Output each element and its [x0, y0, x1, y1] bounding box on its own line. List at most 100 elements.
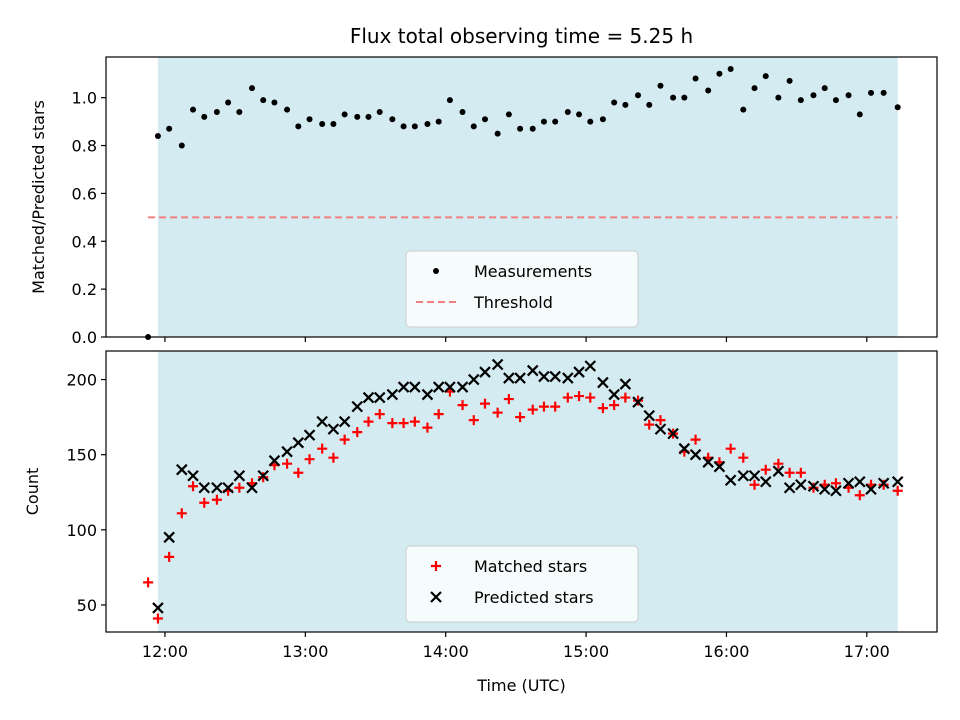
data-point [411, 123, 418, 130]
data-point [795, 478, 807, 491]
data-point [281, 445, 293, 458]
data-point [868, 89, 875, 96]
data-point [795, 467, 806, 478]
data-point [248, 85, 255, 92]
data-point [724, 474, 737, 487]
data-point [540, 118, 547, 125]
data-point [373, 391, 386, 404]
x-tick-label: 17:00 [844, 642, 890, 661]
data-point [842, 477, 855, 490]
data-point [494, 130, 501, 137]
data-point [597, 376, 609, 389]
data-point [166, 125, 173, 132]
data-point [527, 404, 538, 415]
data-point [317, 443, 328, 454]
data-point [738, 452, 749, 463]
data-point [400, 123, 407, 130]
x-tick-label: 12:00 [142, 642, 188, 661]
data-point [505, 111, 512, 118]
data-point [480, 398, 491, 409]
data-point [797, 97, 804, 104]
data-point [821, 85, 828, 92]
data-point [470, 123, 477, 130]
legend-label: Matched stars [474, 557, 587, 576]
data-point [292, 436, 305, 449]
data-point [760, 464, 771, 475]
data-point [233, 469, 246, 482]
x-axis-title: Time (UTC) [476, 676, 565, 695]
data-point [236, 109, 243, 116]
data-point [398, 418, 409, 429]
data-point [564, 109, 571, 116]
data-point [514, 372, 526, 384]
y-axis-title: Matched/Predicted stars [29, 100, 48, 294]
data-point [457, 400, 468, 411]
data-point [338, 415, 351, 428]
legend: Measurements Threshold [405, 250, 639, 328]
data-point [599, 116, 606, 123]
data-point [713, 460, 726, 473]
data-point [152, 602, 164, 614]
series-measurements [145, 65, 901, 340]
data-point [526, 364, 539, 377]
data-point [654, 423, 667, 435]
data-point [271, 99, 278, 106]
data-point [748, 469, 761, 482]
data-point [459, 109, 466, 116]
data-point [365, 113, 372, 120]
legend-marker [431, 561, 441, 571]
data-point [376, 109, 383, 116]
data-point [783, 481, 796, 494]
data-point [386, 388, 399, 401]
data-point [716, 70, 723, 77]
x-tick-label: 16:00 [703, 642, 749, 661]
data-point [689, 448, 702, 461]
data-point [727, 65, 734, 72]
data-point [397, 381, 410, 393]
data-point [225, 99, 232, 106]
axes-frame [105, 56, 938, 338]
data-point [538, 401, 549, 412]
y-axis-title: Count [23, 468, 42, 516]
x-tick-label: 13:00 [282, 642, 328, 661]
data-point [643, 409, 656, 422]
data-point [562, 392, 573, 403]
y-tick-label: 0.6 [72, 184, 97, 203]
data-point [319, 121, 326, 128]
data-point [257, 469, 269, 482]
data-point [295, 123, 302, 130]
legend-label: Predicted stars [474, 588, 594, 607]
data-point [176, 463, 188, 476]
data-point [854, 490, 865, 501]
data-point [456, 381, 469, 393]
count-panel: 50 100 150 200 12:00 13:00 14:00 15:00 16:00 17:0… [23, 350, 938, 695]
data-point [725, 443, 736, 454]
data-point [892, 485, 903, 496]
data-point [740, 106, 747, 113]
data-point [188, 481, 199, 492]
data-point [246, 481, 258, 494]
data-point [187, 469, 199, 482]
data-point [622, 101, 629, 108]
data-point [549, 370, 561, 383]
data-point [422, 422, 433, 433]
data-point [409, 416, 420, 427]
data-point [832, 97, 839, 104]
data-point [667, 427, 679, 440]
data-point [646, 101, 653, 108]
data-point [199, 497, 210, 508]
data-point [211, 481, 223, 494]
data-point [810, 92, 817, 99]
data-point [178, 142, 185, 149]
data-point [316, 415, 328, 428]
data-point [751, 85, 758, 92]
data-point [351, 400, 364, 413]
data-point [446, 97, 453, 104]
data-point [552, 118, 559, 125]
data-point [690, 434, 701, 445]
data-point [330, 121, 337, 128]
data-point [328, 452, 339, 463]
data-point [362, 391, 375, 404]
ratio-panel: 0.0 0.2 0.4 0.6 0.8 1.0 Matched/Predicted star… [29, 24, 938, 347]
